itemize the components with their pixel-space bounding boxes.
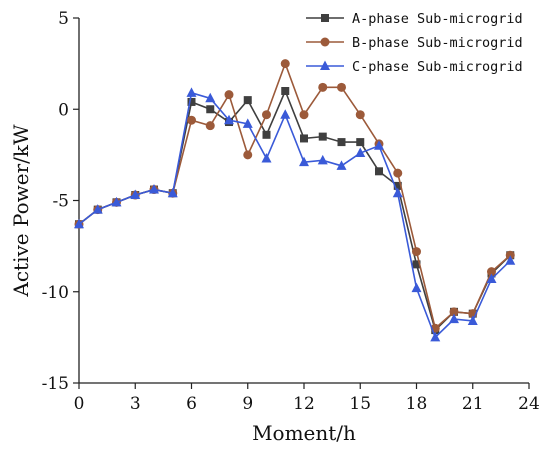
series-2 (74, 59, 515, 333)
data-point (299, 110, 309, 120)
data-point (74, 218, 84, 229)
x-tick-label: 6 (186, 394, 197, 414)
legend-item: C-phase Sub-microgrid (306, 59, 523, 75)
data-point (411, 282, 422, 293)
data-point (167, 187, 178, 198)
series-layer (74, 59, 516, 342)
y-tick-label: -10 (42, 283, 69, 303)
series-line (78, 91, 511, 339)
data-point (318, 132, 327, 141)
data-point (430, 331, 441, 342)
axes: 0 3 6 9 12 15 18 21 24 5 0 -5 -10 -15 (42, 9, 540, 414)
data-point (149, 184, 159, 194)
data-point (393, 168, 403, 178)
legend-label: B-phase Sub-microgrid (352, 35, 523, 51)
data-point (224, 114, 234, 125)
data-point (262, 130, 271, 139)
legend-label: C-phase Sub-microgrid (352, 59, 523, 75)
data-point (111, 196, 122, 207)
data-point (261, 153, 272, 163)
data-point (280, 109, 291, 119)
data-point (336, 160, 347, 170)
data-point (393, 181, 402, 190)
data-point (317, 154, 328, 165)
data-point (300, 134, 308, 143)
legend-marker (321, 14, 329, 22)
data-point (243, 96, 252, 105)
data-point (356, 138, 365, 147)
data-point (205, 121, 215, 131)
data-point (486, 273, 497, 283)
data-point (243, 150, 253, 160)
data-point (187, 115, 196, 125)
y-tick-label: -15 (42, 374, 69, 394)
x-tick-label: 18 (406, 394, 428, 414)
data-point (449, 307, 459, 317)
data-point (187, 97, 196, 106)
x-tick-label: 3 (130, 394, 141, 414)
data-point (412, 247, 421, 257)
data-point (392, 187, 403, 198)
data-point (355, 147, 366, 158)
data-point (242, 118, 253, 128)
y-axis-label: Active Power/kW (9, 124, 33, 298)
data-point (412, 260, 421, 269)
data-point (205, 92, 216, 103)
data-point (449, 313, 459, 324)
x-tick-label: 0 (74, 394, 85, 414)
data-point (224, 90, 234, 100)
data-point (337, 138, 346, 147)
legend-item: A-phase Sub-microgrid (306, 11, 523, 27)
data-point (318, 82, 328, 92)
y-tick-label: 5 (58, 9, 69, 29)
data-point (375, 167, 383, 176)
legend-label: A-phase Sub-microgrid (352, 11, 523, 27)
legend-marker (320, 37, 330, 47)
data-point (374, 140, 384, 150)
data-point (337, 82, 346, 92)
legend: A-phase Sub-microgrid B-phase Sub-microgr… (306, 11, 523, 75)
x-axis-label: Moment/h (252, 421, 356, 445)
series-1 (75, 87, 515, 335)
legend-marker (320, 60, 330, 70)
series-3 (74, 87, 516, 342)
y-tick-label: -5 (52, 192, 69, 212)
x-tick-label: 15 (349, 394, 371, 414)
data-point (355, 110, 365, 120)
data-point (299, 156, 309, 167)
legend-item: B-phase Sub-microgrid (306, 35, 523, 51)
data-point (487, 267, 496, 277)
data-point (206, 105, 215, 114)
data-point (130, 189, 141, 200)
y-tick-label: 0 (58, 100, 69, 120)
x-tick-label: 9 (242, 394, 253, 414)
series-line (78, 88, 511, 332)
x-tick-label: 24 (518, 394, 540, 414)
data-point (262, 110, 271, 120)
x-tick-label: 12 (293, 394, 315, 414)
data-point (92, 204, 103, 214)
data-point (186, 87, 197, 97)
x-tick-label: 21 (462, 394, 484, 414)
data-point (281, 87, 290, 95)
series-line (78, 61, 511, 330)
data-point (280, 59, 290, 69)
data-point (467, 315, 478, 325)
data-point (505, 255, 516, 265)
